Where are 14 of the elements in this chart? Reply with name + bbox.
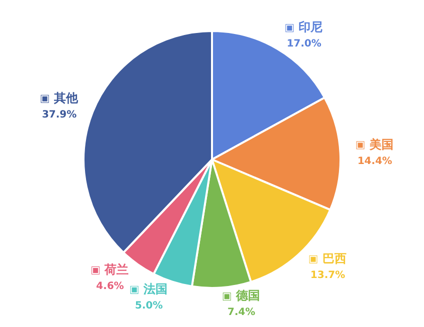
legend-label: 印尼: [298, 20, 323, 34]
data-label: 7.4%: [228, 307, 256, 318]
data-label: 37.9%: [42, 109, 77, 120]
data-label: 13.7%: [310, 270, 346, 281]
legend-label: 荷兰: [104, 262, 129, 277]
data-label: 17.0%: [286, 38, 322, 50]
legend-label: 法国: [142, 282, 168, 296]
legend-label: 德国: [234, 288, 260, 303]
legend-label: 其他: [52, 91, 79, 106]
data-label: 4.6%: [96, 281, 124, 292]
legend-label: 美国: [368, 137, 394, 152]
legend-label: 巴西: [322, 252, 346, 266]
data-label: 5.0%: [134, 300, 163, 312]
data-label: 14.4%: [357, 156, 392, 167]
